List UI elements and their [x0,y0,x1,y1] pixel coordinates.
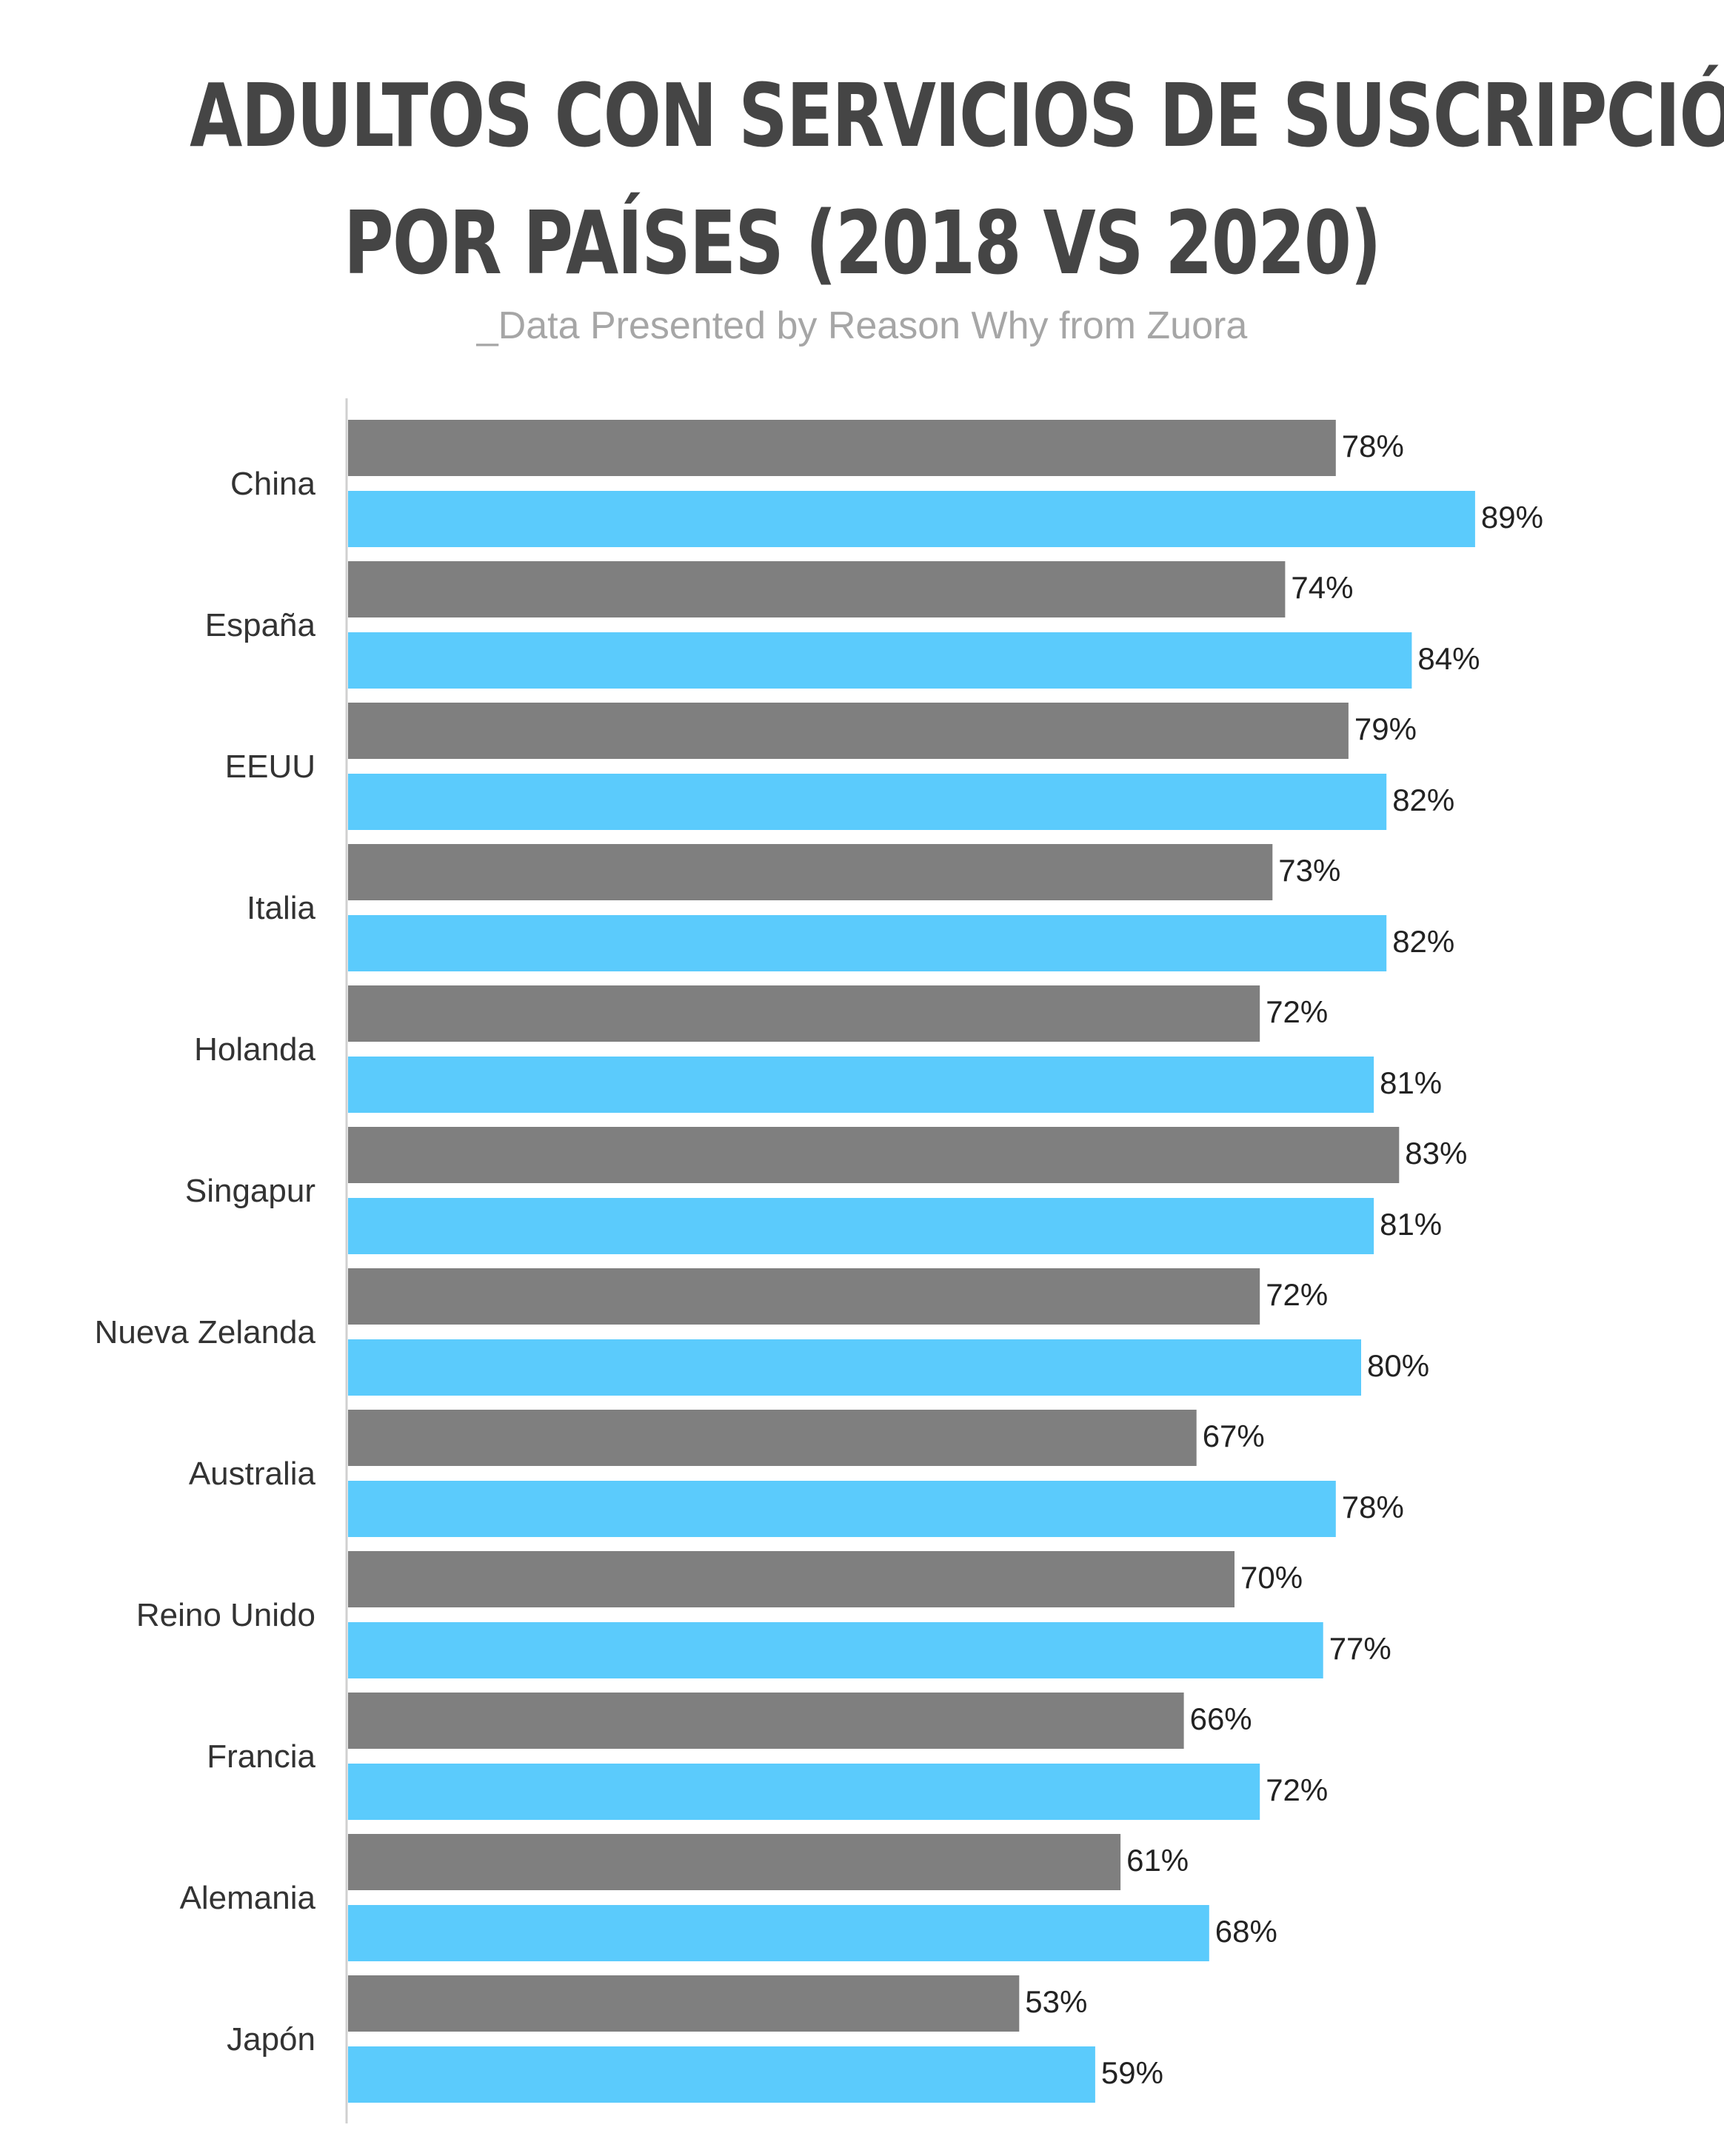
bar-2020 [348,1764,1260,1820]
category-label: Francia [207,1738,315,1775]
bar-group: China 78% 89% España 74% 84% EEUU 79% 82% Italia 7… [95,420,1543,2103]
category-label: Singapur [185,1173,315,1209]
bar-2020 [348,1057,1374,1113]
bar-2018 [348,1268,1260,1325]
bar-2018 [348,1834,1121,1890]
category-label: Japón [227,2021,315,2058]
bar-2020 [348,632,1412,689]
bar-2018 [348,1551,1234,1607]
bar-2018 [348,1410,1197,1466]
data-label-2018: 72% [1266,1277,1328,1312]
data-label-2018: 66% [1190,1701,1252,1736]
category-label: España [205,607,316,643]
data-label-2020: 68% [1215,1914,1277,1949]
data-label-2018: 79% [1354,712,1417,746]
data-label-2018: 67% [1203,1419,1265,1453]
data-label-2018: 74% [1291,570,1353,605]
category-label: Alemania [180,1880,316,1916]
bar-2018 [348,844,1273,900]
bar-2020 [348,774,1387,830]
data-label-2018: 78% [1342,429,1404,463]
bar-2020 [348,1198,1374,1254]
data-label-2020: 81% [1380,1207,1442,1242]
category-label: Italia [247,890,315,926]
chart-title-line-1: ADULTOS CON SERVICIOS DE SUSCRIPCIÓN [190,64,1724,167]
bar-2018 [348,985,1260,1042]
bar-2018 [348,1127,1400,1183]
data-label-2020: 82% [1392,783,1454,817]
data-label-2018: 73% [1278,853,1340,888]
bar-2018 [348,561,1286,617]
category-label: Reino Unido [136,1597,315,1633]
data-label-2020: 72% [1266,1772,1328,1807]
data-label-2020: 82% [1392,924,1454,959]
data-label-2020: 80% [1367,1348,1429,1383]
bar-2018 [348,1693,1184,1749]
bar-2018 [348,703,1349,759]
data-label-2020: 84% [1417,641,1480,676]
chart-subtitle: _Data Presented by Reason Why from Zuora [476,304,1248,347]
bar-2020 [348,2046,1095,2103]
bar-2020 [348,491,1475,547]
data-label-2020: 89% [1481,500,1543,535]
data-label-2018: 83% [1405,1136,1467,1171]
chart-title: ADULTOS CON SERVICIOS DE SUSCRIPCIÓN POR… [190,52,1724,307]
bar-2020 [348,1481,1336,1537]
data-label-2018: 53% [1025,1984,1087,2019]
category-label: Australia [189,1456,316,1492]
data-label-2020: 59% [1101,2055,1163,2090]
category-label: Holanda [194,1031,315,1068]
bar-2020 [348,915,1387,971]
chart-title-line-2: POR PAÍSES (2018 VS 2020) [344,192,1381,294]
category-label: China [230,466,315,502]
data-label-2020: 81% [1380,1065,1442,1100]
data-label-2018: 61% [1126,1843,1189,1878]
data-label-2018: 70% [1240,1560,1303,1595]
bar-2018 [348,420,1336,476]
bar-2020 [348,1905,1209,1961]
data-label-2020: 78% [1342,1490,1404,1524]
category-label: EEUU [225,749,315,785]
bar-2020 [348,1339,1361,1396]
bar-2020 [348,1622,1323,1678]
category-label: Nueva Zelanda [95,1314,316,1350]
bar-2018 [348,1975,1020,2032]
data-label-2020: 77% [1329,1631,1391,1666]
data-label-2018: 72% [1266,994,1328,1029]
